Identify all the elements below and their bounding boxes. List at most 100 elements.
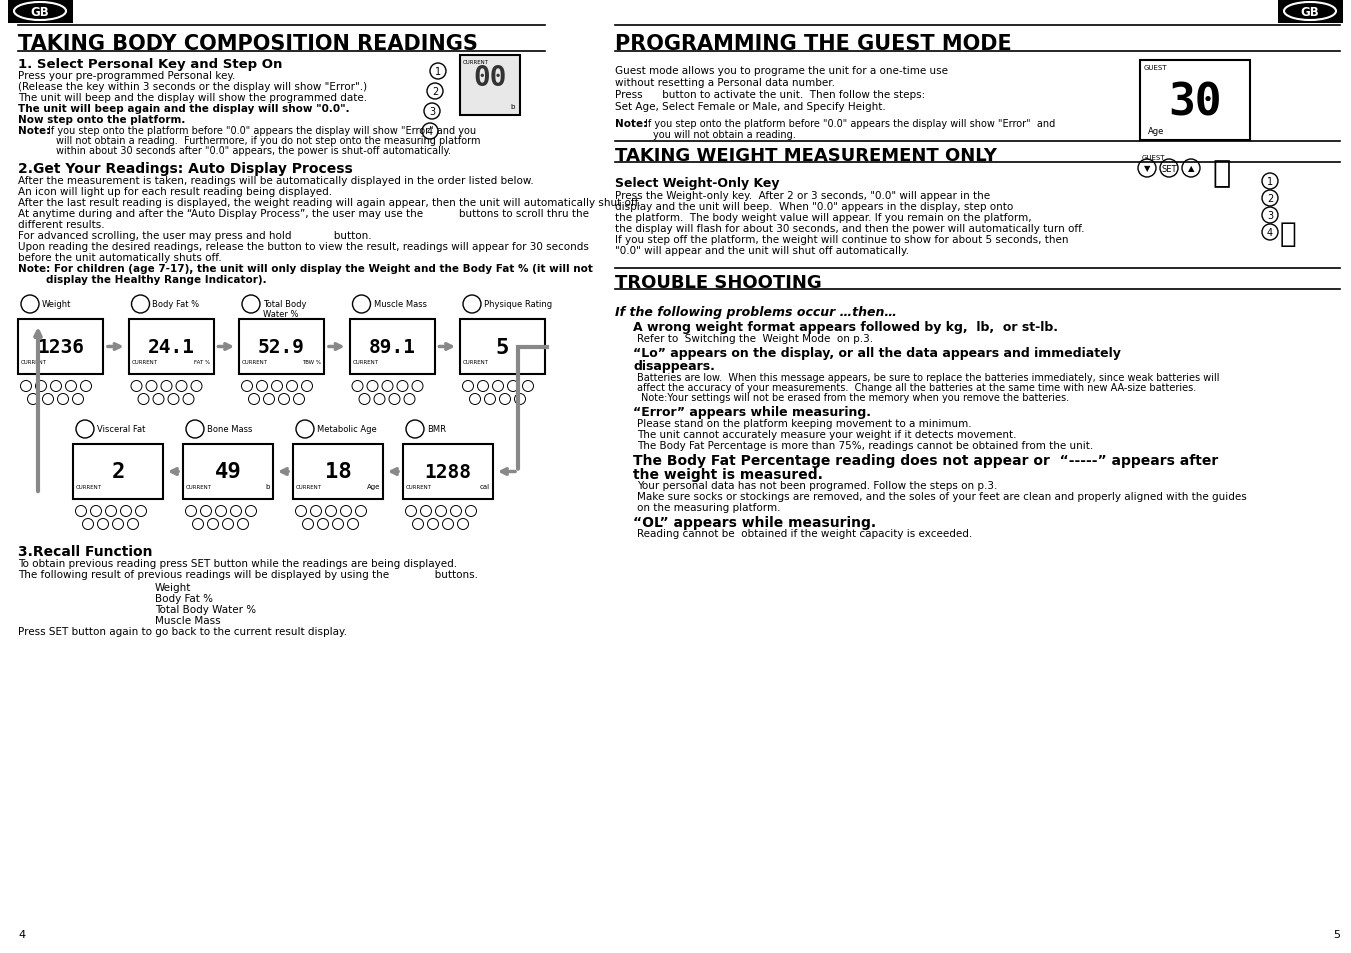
- Circle shape: [161, 381, 172, 392]
- Text: Muscle Mass: Muscle Mass: [155, 616, 220, 625]
- Circle shape: [412, 381, 423, 392]
- Text: If you step onto the platform before "0.0" appears the display will show "Error": If you step onto the platform before "0.…: [49, 126, 476, 136]
- Circle shape: [412, 519, 423, 530]
- Text: CURRENT: CURRENT: [242, 359, 267, 365]
- Text: display the Healthy Range Indicator).: display the Healthy Range Indicator).: [46, 274, 266, 285]
- Text: The following result of previous readings will be displayed by using the        : The following result of previous reading…: [18, 569, 478, 579]
- Text: 5: 5: [496, 337, 509, 357]
- Circle shape: [382, 381, 393, 392]
- Text: ▼: ▼: [1144, 164, 1150, 173]
- Text: An icon will light up for each result reading being displayed.: An icon will light up for each result re…: [18, 187, 332, 196]
- Text: Press SET button again to go back to the current result display.: Press SET button again to go back to the…: [18, 626, 347, 637]
- Circle shape: [216, 506, 227, 517]
- Circle shape: [470, 395, 481, 405]
- Text: 52.9: 52.9: [258, 337, 305, 356]
- Circle shape: [311, 506, 322, 517]
- Circle shape: [42, 395, 54, 405]
- Circle shape: [293, 395, 304, 405]
- Text: "0.0" will appear and the unit will shut off automatically.: "0.0" will appear and the unit will shut…: [615, 246, 909, 255]
- Text: Age: Age: [1148, 127, 1165, 136]
- Text: If you step onto the platform before "0.0" appears the display will show "Error": If you step onto the platform before "0.…: [644, 119, 1055, 129]
- Text: GB: GB: [1301, 6, 1320, 18]
- Circle shape: [296, 506, 307, 517]
- Text: TAKING WEIGHT MEASUREMENT ONLY: TAKING WEIGHT MEASUREMENT ONLY: [615, 147, 997, 165]
- Text: Body Fat %: Body Fat %: [155, 594, 213, 603]
- Text: Set Age, Select Female or Male, and Specify Height.: Set Age, Select Female or Male, and Spec…: [615, 102, 886, 112]
- Circle shape: [231, 506, 242, 517]
- Text: CURRENT: CURRENT: [463, 60, 489, 65]
- Circle shape: [153, 395, 163, 405]
- Circle shape: [1138, 160, 1156, 178]
- Text: BMR: BMR: [427, 424, 446, 434]
- Circle shape: [242, 295, 259, 314]
- Circle shape: [523, 381, 534, 392]
- Text: CURRENT: CURRENT: [353, 359, 378, 365]
- Text: affect the accuracy of your measurements.  Change all the batteries at the same : affect the accuracy of your measurements…: [638, 382, 1196, 393]
- Text: the display will flash for about 30 seconds, and then the power will automatical: the display will flash for about 30 seco…: [615, 224, 1085, 233]
- Text: 2: 2: [432, 87, 438, 97]
- Circle shape: [340, 506, 351, 517]
- Text: CURRENT: CURRENT: [76, 484, 101, 490]
- Circle shape: [238, 519, 249, 530]
- Circle shape: [263, 395, 274, 405]
- Text: within about 30 seconds after "0.0" appears, the power is shut-off automatically: within about 30 seconds after "0.0" appe…: [55, 146, 451, 156]
- Text: Age: Age: [366, 483, 380, 490]
- Circle shape: [427, 84, 443, 100]
- Text: Note:Your settings will not be erased from the memory when you remove the batter: Note:Your settings will not be erased fr…: [640, 393, 1069, 402]
- Text: Refer to  Switching the  Weight Mode  on p.3.: Refer to Switching the Weight Mode on p.…: [638, 334, 873, 344]
- Circle shape: [301, 381, 312, 392]
- Text: TBW %: TBW %: [303, 359, 322, 365]
- Text: Now step onto the platform.: Now step onto the platform.: [18, 115, 185, 125]
- Text: different results.: different results.: [18, 220, 104, 230]
- Circle shape: [135, 506, 146, 517]
- Text: Reading cannot be  obtained if the weight capacity is exceeded.: Reading cannot be obtained if the weight…: [638, 529, 973, 538]
- Text: you will not obtain a reading.: you will not obtain a reading.: [653, 130, 796, 140]
- Text: 1: 1: [435, 67, 440, 77]
- Text: 3: 3: [1267, 211, 1273, 221]
- Circle shape: [82, 519, 93, 530]
- Circle shape: [35, 381, 46, 392]
- Text: 5: 5: [1333, 929, 1340, 939]
- Circle shape: [466, 506, 477, 517]
- Circle shape: [404, 395, 415, 405]
- Circle shape: [463, 295, 481, 314]
- Text: 00: 00: [473, 64, 507, 91]
- Circle shape: [223, 519, 234, 530]
- Text: A wrong weight format appears followed by kg,  lb,  or st-lb.: A wrong weight format appears followed b…: [634, 320, 1058, 334]
- Text: the platform.  The body weight value will appear. If you remain on the platform,: the platform. The body weight value will…: [615, 213, 1032, 223]
- Circle shape: [347, 519, 358, 530]
- Text: 24.1: 24.1: [147, 337, 195, 356]
- Text: ⛹: ⛹: [1213, 159, 1231, 189]
- Circle shape: [192, 519, 204, 530]
- Circle shape: [105, 506, 116, 517]
- Bar: [459, 56, 520, 116]
- Text: The unit will beep again and the display will show "0.0".: The unit will beep again and the display…: [18, 104, 350, 113]
- Text: 1. Select Personal Key and Step On: 1. Select Personal Key and Step On: [18, 58, 282, 71]
- Text: CURRENT: CURRENT: [22, 359, 47, 365]
- Text: Your personal data has not been programed. Follow the steps on p.3.: Your personal data has not been programe…: [638, 480, 997, 491]
- Bar: [1140, 61, 1250, 141]
- Text: 3: 3: [428, 107, 435, 117]
- Text: Guest mode allows you to programe the unit for a one-time use: Guest mode allows you to programe the un…: [615, 66, 948, 76]
- Bar: [350, 319, 435, 375]
- Text: GUEST: GUEST: [1144, 65, 1167, 71]
- Text: Batteries are low.  When this message appears, be sure to replace the batteries : Batteries are low. When this message app…: [638, 373, 1220, 382]
- Circle shape: [242, 381, 253, 392]
- Text: cal: cal: [480, 483, 490, 490]
- Circle shape: [462, 381, 473, 392]
- Text: Press your pre-programmed Personal key.: Press your pre-programmed Personal key.: [18, 71, 235, 81]
- Text: Metabolic Age: Metabolic Age: [317, 424, 377, 434]
- Circle shape: [430, 64, 446, 80]
- Circle shape: [185, 506, 196, 517]
- Text: “OL” appears while measuring.: “OL” appears while measuring.: [634, 516, 877, 530]
- Circle shape: [389, 395, 400, 405]
- Circle shape: [22, 295, 39, 314]
- Text: CURRENT: CURRENT: [296, 484, 322, 490]
- Bar: [239, 319, 324, 375]
- Text: 18: 18: [324, 462, 351, 482]
- Text: The unit will beep and the display will show the programmed date.: The unit will beep and the display will …: [18, 92, 367, 103]
- Text: The Body Fat Percentage is more than 75%, readings cannot be obtained from the u: The Body Fat Percentage is more than 75%…: [638, 440, 1093, 451]
- Circle shape: [1262, 225, 1278, 241]
- Text: CURRENT: CURRENT: [131, 359, 158, 365]
- Text: 30: 30: [1169, 81, 1221, 125]
